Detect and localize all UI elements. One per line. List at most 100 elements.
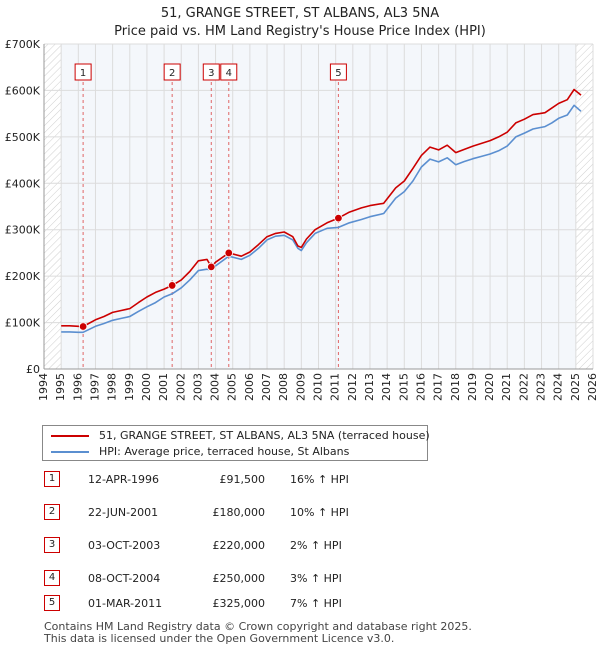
x-tick-label: 2000: [140, 373, 153, 401]
x-tick-label: 2022: [517, 373, 530, 401]
sale-row: 3 03-OCT-2003 £220,000 2% ↑ HPI: [0, 536, 600, 556]
chart-subtitle: Price paid vs. HM Land Registry's House …: [114, 24, 486, 39]
sale-number-badge: 5: [44, 595, 60, 611]
sale-marker-box: [329, 63, 347, 81]
x-tick-label: 2017: [432, 373, 445, 401]
y-tick-label: £500K: [5, 131, 41, 144]
series-layer: [61, 88, 582, 334]
sale-price: £325,000: [212, 597, 266, 610]
x-tick-label: 2005: [226, 373, 239, 401]
y-tick-label: £0: [26, 363, 40, 376]
x-tick-label: 2025: [569, 373, 582, 401]
sale-point: [224, 248, 233, 258]
sale-price: £250,000: [212, 572, 266, 585]
legend-label-property: 51, GRANGE STREET, ST ALBANS, AL3 5NA (t…: [99, 429, 430, 442]
sale-row: 2 22-JUN-2001 £180,000 10% ↑ HPI: [0, 503, 600, 523]
sale-marker-label: 5: [329, 63, 347, 81]
legend: 51, GRANGE STREET, ST ALBANS, AL3 5NA (t…: [42, 425, 430, 461]
hpi-line: [61, 104, 582, 334]
x-tick-label: 2015: [397, 373, 410, 401]
x-tick-label: 2024: [552, 373, 565, 401]
x-tick-label: 2011: [329, 373, 342, 401]
sale-hpi-change: 7% ↑ HPI: [290, 597, 342, 610]
sale-price: £180,000: [212, 506, 266, 519]
sale-hpi-change: 16% ↑ HPI: [290, 473, 349, 486]
hatched-period: [575, 44, 593, 369]
sale-row: 1 12-APR-1996 £91,500 16% ↑ HPI: [0, 470, 600, 490]
sale-row: 5 01-MAR-2011 £325,000 7% ↑ HPI: [0, 594, 600, 614]
y-tick-label: £100K: [5, 317, 41, 330]
sale-marker-number: 2: [169, 68, 175, 79]
x-tick-label: 2009: [294, 373, 307, 401]
sale-hpi-change: 3% ↑ HPI: [290, 572, 342, 585]
sale-marker-number: 1: [80, 68, 86, 79]
x-tick-label: 2012: [346, 373, 359, 401]
x-tick-label: 2014: [380, 373, 393, 401]
x-tick-label: 2018: [449, 373, 462, 401]
grid-layer: [43, 43, 594, 370]
x-tick-label: 2007: [260, 373, 273, 401]
sale-hpi-change: 10% ↑ HPI: [290, 506, 349, 519]
sale-row: 4 08-OCT-2004 £250,000 3% ↑ HPI: [0, 569, 600, 589]
sale-marker-label: 4: [220, 63, 238, 81]
sale-marker-label: 3: [202, 63, 220, 81]
x-tick-label: 2020: [483, 373, 496, 401]
sale-marker-box: [220, 63, 238, 81]
legend-swatch-property: [51, 435, 89, 437]
sale-point: [207, 262, 216, 272]
x-tick-label: 1994: [37, 373, 50, 401]
sale-number-badge: 4: [44, 570, 60, 586]
x-tick-label: 1997: [88, 373, 101, 401]
x-tick-label: 2023: [535, 373, 548, 401]
x-tick-label: 2006: [243, 373, 256, 401]
x-tick-label: 1998: [106, 373, 119, 401]
x-tick-label: 2013: [363, 373, 376, 401]
legend-label-hpi: HPI: Average price, terraced house, St A…: [99, 445, 350, 458]
footer-copyright: Contains HM Land Registry data © Crown c…: [44, 620, 472, 633]
sale-marker-label: 2: [163, 63, 181, 81]
property-price-line: [61, 88, 582, 328]
sale-marker-number: 5: [335, 68, 341, 79]
y-tick-label: £600K: [5, 84, 41, 97]
sale-marker-box: [163, 63, 181, 81]
sale-date: 08-OCT-2004: [88, 572, 161, 585]
x-tick-label: 2016: [414, 373, 427, 401]
sale-price: £91,500: [219, 473, 266, 486]
sale-marker-number: 3: [208, 68, 214, 79]
price-chart: £0 £100K £200K £300K £400K £500K £600K £700K 199…: [5, 38, 599, 401]
x-tick-label: 1996: [71, 373, 84, 401]
x-tick-label: 2010: [312, 373, 325, 401]
hatched-period: [44, 44, 62, 369]
x-tick-label: 2002: [174, 373, 187, 401]
x-tick-label: 2004: [209, 373, 222, 401]
y-tick-label: £700K: [5, 38, 41, 51]
sale-hpi-change: 2% ↑ HPI: [290, 539, 342, 552]
sale-point: [78, 322, 88, 331]
x-tick-label: 1999: [123, 373, 136, 401]
sale-marker-box: [74, 63, 92, 81]
x-tick-label: 1995: [54, 373, 67, 401]
axis-layer: £0 £100K £200K £300K £400K £500K £600K £700K 199…: [5, 38, 599, 401]
sale-marker-label: 1: [74, 63, 92, 81]
sale-number-badge: 3: [44, 537, 60, 553]
sale-point: [167, 281, 177, 290]
sale-point: [334, 213, 343, 223]
x-tick-label: 2026: [586, 373, 599, 401]
y-tick-label: £400K: [5, 177, 41, 190]
sale-number-badge: 1: [44, 471, 60, 487]
x-tick-label: 2021: [500, 373, 513, 401]
x-tick-label: 2003: [191, 373, 204, 401]
x-tick-label: 2001: [157, 373, 170, 401]
sale-price: £220,000: [212, 539, 266, 552]
sale-number-badge: 2: [44, 504, 60, 520]
sale-marker-number: 4: [226, 68, 232, 79]
footer-licence: This data is licensed under the Open Gov…: [44, 632, 395, 645]
sale-date: 22-JUN-2001: [88, 506, 159, 519]
sale-points: [78, 213, 343, 331]
sale-marker-box: [202, 63, 220, 81]
chart-title: 51, GRANGE STREET, ST ALBANS, AL3 5NA: [160, 6, 440, 21]
sale-date: 01-MAR-2011: [88, 597, 163, 610]
legend-swatch-hpi: [51, 451, 89, 453]
y-tick-label: £300K: [5, 224, 41, 237]
x-tick-label: 2008: [277, 373, 290, 401]
